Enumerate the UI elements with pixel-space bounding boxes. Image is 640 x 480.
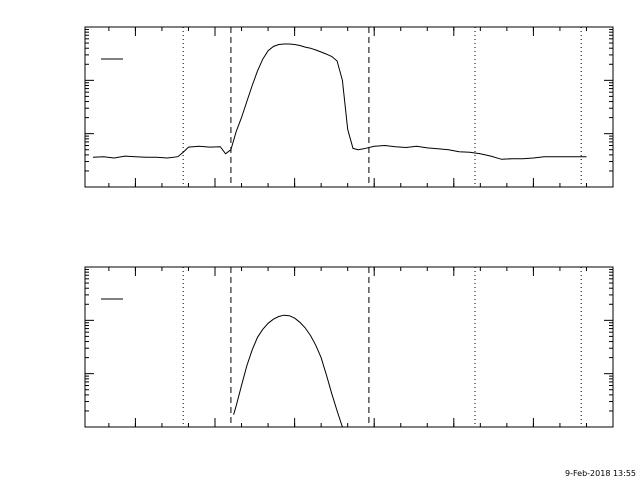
footer-date: 9-Feb-2018 13:55 — [565, 469, 636, 478]
series-line — [233, 314, 343, 428]
plot-frame — [84, 266, 614, 428]
plot-frame — [84, 26, 614, 188]
series-line — [92, 43, 587, 160]
hi-channel-panel — [84, 266, 614, 428]
lo-channel-panel — [84, 26, 614, 188]
